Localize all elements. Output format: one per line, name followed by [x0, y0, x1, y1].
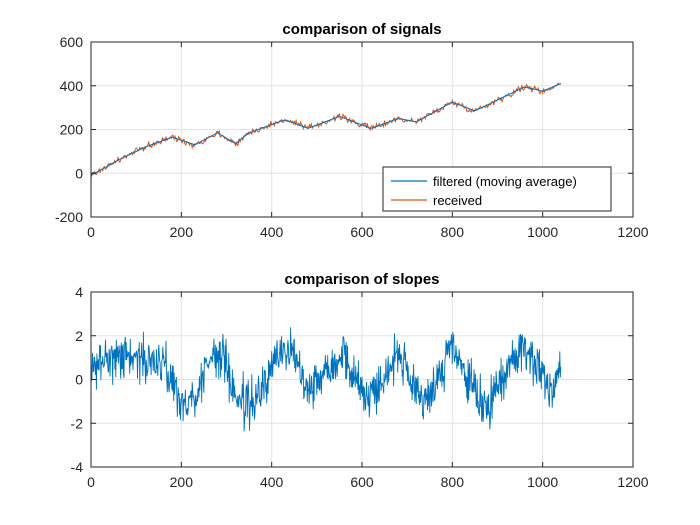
x-tick-label: 1200	[617, 474, 648, 490]
y-tick-label: 0	[75, 372, 83, 388]
x-tick-label: 400	[260, 474, 284, 490]
y-tick-label: 600	[60, 34, 84, 50]
y-tick-label: 2	[75, 328, 83, 344]
legend-label: received	[433, 193, 482, 208]
x-tick-label: 800	[441, 474, 465, 490]
x-tick-label: 600	[350, 474, 374, 490]
x-tick-label: 400	[260, 224, 284, 240]
x-tick-label: 200	[170, 224, 194, 240]
x-tick-label: 800	[441, 224, 465, 240]
y-tick-label: 0	[75, 165, 83, 181]
chart-title: comparison of signals	[282, 21, 441, 38]
chart-title: comparison of slopes	[284, 271, 439, 288]
slopes-panel: 0 200 400 600 800 1000 1200 -4 -2 0 2 4 comparison o…	[71, 271, 649, 490]
legend-label: filtered (moving average)	[433, 174, 577, 189]
y-tick-label: -4	[71, 459, 84, 475]
y-tick-label: -200	[55, 209, 83, 225]
y-tick-label: 200	[60, 122, 84, 138]
y-tick-label: 4	[75, 284, 83, 300]
series-slope-line	[90, 327, 562, 432]
x-tick-label: 1200	[617, 224, 648, 240]
x-tick-label: 600	[350, 224, 374, 240]
x-tick-label: 0	[87, 474, 95, 490]
signals-panel: 0 200 400 600 800 1000 1200-2000200400600compa…	[55, 21, 649, 240]
x-tick-label: 1000	[527, 224, 558, 240]
x-tick-label: 1000	[527, 474, 558, 490]
x-tick-label: 200	[170, 474, 194, 490]
x-tick-label: 0	[87, 224, 95, 240]
y-tick-label: 400	[60, 78, 84, 94]
legend-box	[382, 166, 612, 212]
series-filtered-line	[90, 83, 561, 176]
y-tick-label: -2	[71, 415, 84, 431]
